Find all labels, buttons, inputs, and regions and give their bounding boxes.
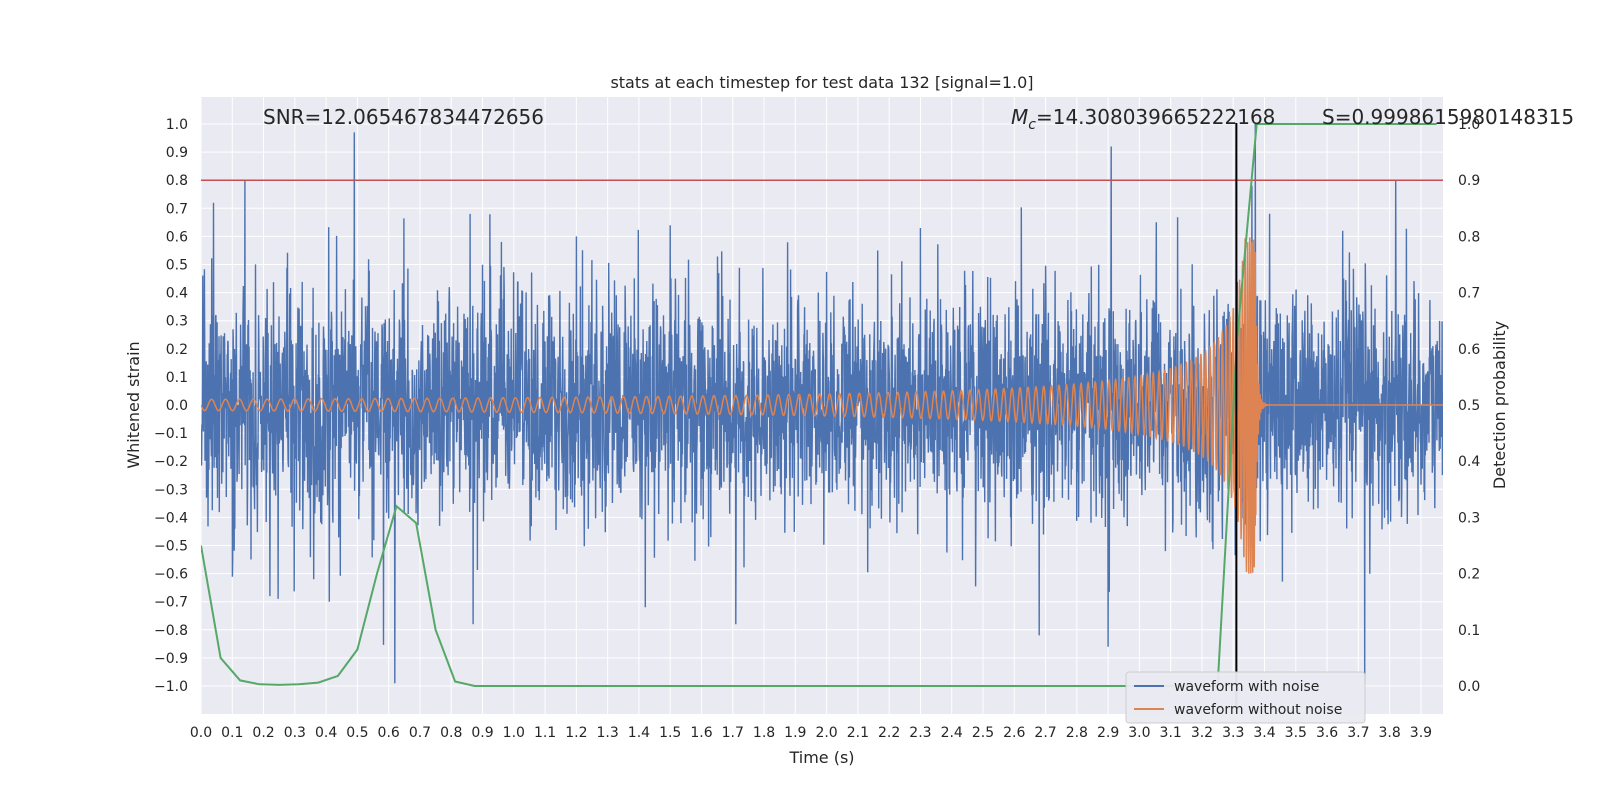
y-tick-label: −0.1 (154, 426, 188, 442)
x-tick-label: 1.8 (753, 725, 775, 741)
x-tick-label: 1.5 (659, 725, 681, 741)
snr-annotation: SNR=12.065467834472656 (263, 105, 544, 129)
y2-tick-label: 0.3 (1458, 510, 1480, 526)
y-tick-label: 0.2 (166, 342, 188, 358)
x-tick-label: 2.8 (1066, 725, 1088, 741)
y-tick-label: −0.7 (154, 595, 188, 611)
y2-tick-label: 0.0 (1458, 679, 1480, 695)
y2-axis-label: Detection probability (1490, 321, 1509, 489)
x-tick-label: 2.5 (972, 725, 994, 741)
x-tick-label: 1.0 (503, 725, 525, 741)
legend-label-clean: waveform without noise (1174, 702, 1342, 718)
x-tick-label: 0.0 (190, 725, 212, 741)
y2-tick-label: 0.1 (1458, 623, 1480, 639)
series-waveform-without-noise (201, 237, 1443, 574)
y-tick-label: −0.8 (154, 623, 188, 639)
x-tick-label: 3.3 (1222, 725, 1244, 741)
x-tick-label: 0.8 (440, 725, 462, 741)
y2-tick-label: 0.8 (1458, 229, 1480, 245)
x-tick-label: 3.5 (1285, 725, 1307, 741)
y2-tick-label: 0.2 (1458, 567, 1480, 583)
y-tick-label: 0.3 (166, 314, 188, 330)
mc-symbol: M (1011, 105, 1028, 129)
x-axis-label: Time (s) (788, 748, 854, 767)
x-tick-label: 1.1 (534, 725, 556, 741)
y-tick-labels: 1.0 0.9 0.8 0.7 0.6 0.5 0.4 0.3 0.2 0.1 0.0 −0.1 −0.… (154, 117, 188, 695)
y-tick-label: −0.4 (154, 510, 188, 526)
legend-label-noise: waveform with noise (1174, 679, 1319, 695)
x-tick-label: 0.3 (284, 725, 306, 741)
x-tick-label: 3.8 (1379, 725, 1401, 741)
y-tick-label: −1.0 (154, 679, 188, 695)
y2-tick-label: 1.0 (1458, 117, 1480, 133)
x-tick-label: 1.4 (628, 725, 650, 741)
y2-tick-label: 0.5 (1458, 398, 1480, 414)
x-tick-label: 3.4 (1253, 725, 1275, 741)
y-tick-label: 0.9 (166, 145, 188, 161)
chart-title: stats at each timestep for test data 132… (610, 73, 1033, 92)
x-tick-label: 2.9 (1097, 725, 1119, 741)
y-tick-label: 0.6 (166, 229, 188, 245)
x-tick-label: 1.3 (597, 725, 619, 741)
x-tick-label: 3.1 (1160, 725, 1182, 741)
x-tick-label: 2.6 (1003, 725, 1025, 741)
legend-box (1125, 671, 1366, 724)
x-tick-label: 0.4 (315, 725, 337, 741)
x-tick-label: 3.9 (1410, 725, 1432, 741)
x-tick-label: 2.2 (878, 725, 900, 741)
mc-annotation: Mc=14.308039665222168 (1011, 105, 1275, 133)
x-tick-label: 2.1 (847, 725, 869, 741)
y2-tick-labels: 1.0 0.9 0.8 0.7 0.6 0.5 0.4 0.3 0.2 0.1 0.0 (1458, 117, 1480, 695)
y2-tick-label: 0.9 (1458, 173, 1480, 189)
x-tick-label: 0.6 (378, 725, 400, 741)
x-tick-label: 1.6 (690, 725, 712, 741)
y-tick-label: 0.7 (166, 201, 188, 217)
y-tick-label: −0.5 (154, 539, 188, 555)
y-tick-label: 0.1 (166, 370, 188, 386)
x-tick-label: 1.7 (722, 725, 744, 741)
x-tick-label: 0.7 (409, 725, 431, 741)
y-tick-label: 0.8 (166, 173, 188, 189)
y-tick-label: −0.2 (154, 454, 188, 470)
x-tick-labels: 0.0 0.1 0.2 0.3 0.4 0.5 0.6 0.7 0.8 0.9 1.0 1.1 1.2 1… (190, 725, 1432, 741)
x-tick-label: 3.0 (1128, 725, 1150, 741)
legend: waveform with noise waveform without noi… (1125, 671, 1366, 724)
x-tick-label: 0.9 (471, 725, 493, 741)
x-tick-label: 0.2 (252, 725, 274, 741)
x-tick-label: 3.6 (1316, 725, 1338, 741)
mc-subscript: c (1028, 117, 1036, 133)
x-tick-label: 3.7 (1347, 725, 1369, 741)
x-tick-label: 2.3 (909, 725, 931, 741)
x-tick-label: 2.0 (815, 725, 837, 741)
x-tick-label: 3.2 (1191, 725, 1213, 741)
x-tick-label: 1.2 (565, 725, 587, 741)
y-tick-label: −0.9 (154, 651, 188, 667)
x-tick-label: 0.1 (221, 725, 243, 741)
y2-tick-label: 0.4 (1458, 454, 1480, 470)
y-tick-label: −0.3 (154, 482, 188, 498)
y-tick-label: 0.0 (166, 398, 188, 414)
x-tick-label: 2.7 (1034, 725, 1056, 741)
x-tick-label: 0.5 (346, 725, 368, 741)
y-tick-label: −0.6 (154, 567, 188, 583)
mc-value: =14.308039665222168 (1036, 105, 1275, 129)
y2-tick-label: 0.6 (1458, 342, 1480, 358)
x-tick-label: 1.9 (784, 725, 806, 741)
y-tick-label: 0.5 (166, 258, 188, 274)
x-tick-label: 2.4 (941, 725, 963, 741)
y-tick-label: 1.0 (166, 117, 188, 133)
s-annotation: S=0.9998615980148315 (1322, 105, 1574, 129)
series-detection-probability (201, 123, 1437, 687)
y-tick-label: 0.4 (166, 286, 188, 302)
y-axis-label: Whitened strain (124, 341, 143, 468)
series-layer (201, 123, 1443, 714)
y2-tick-label: 0.7 (1458, 286, 1480, 302)
